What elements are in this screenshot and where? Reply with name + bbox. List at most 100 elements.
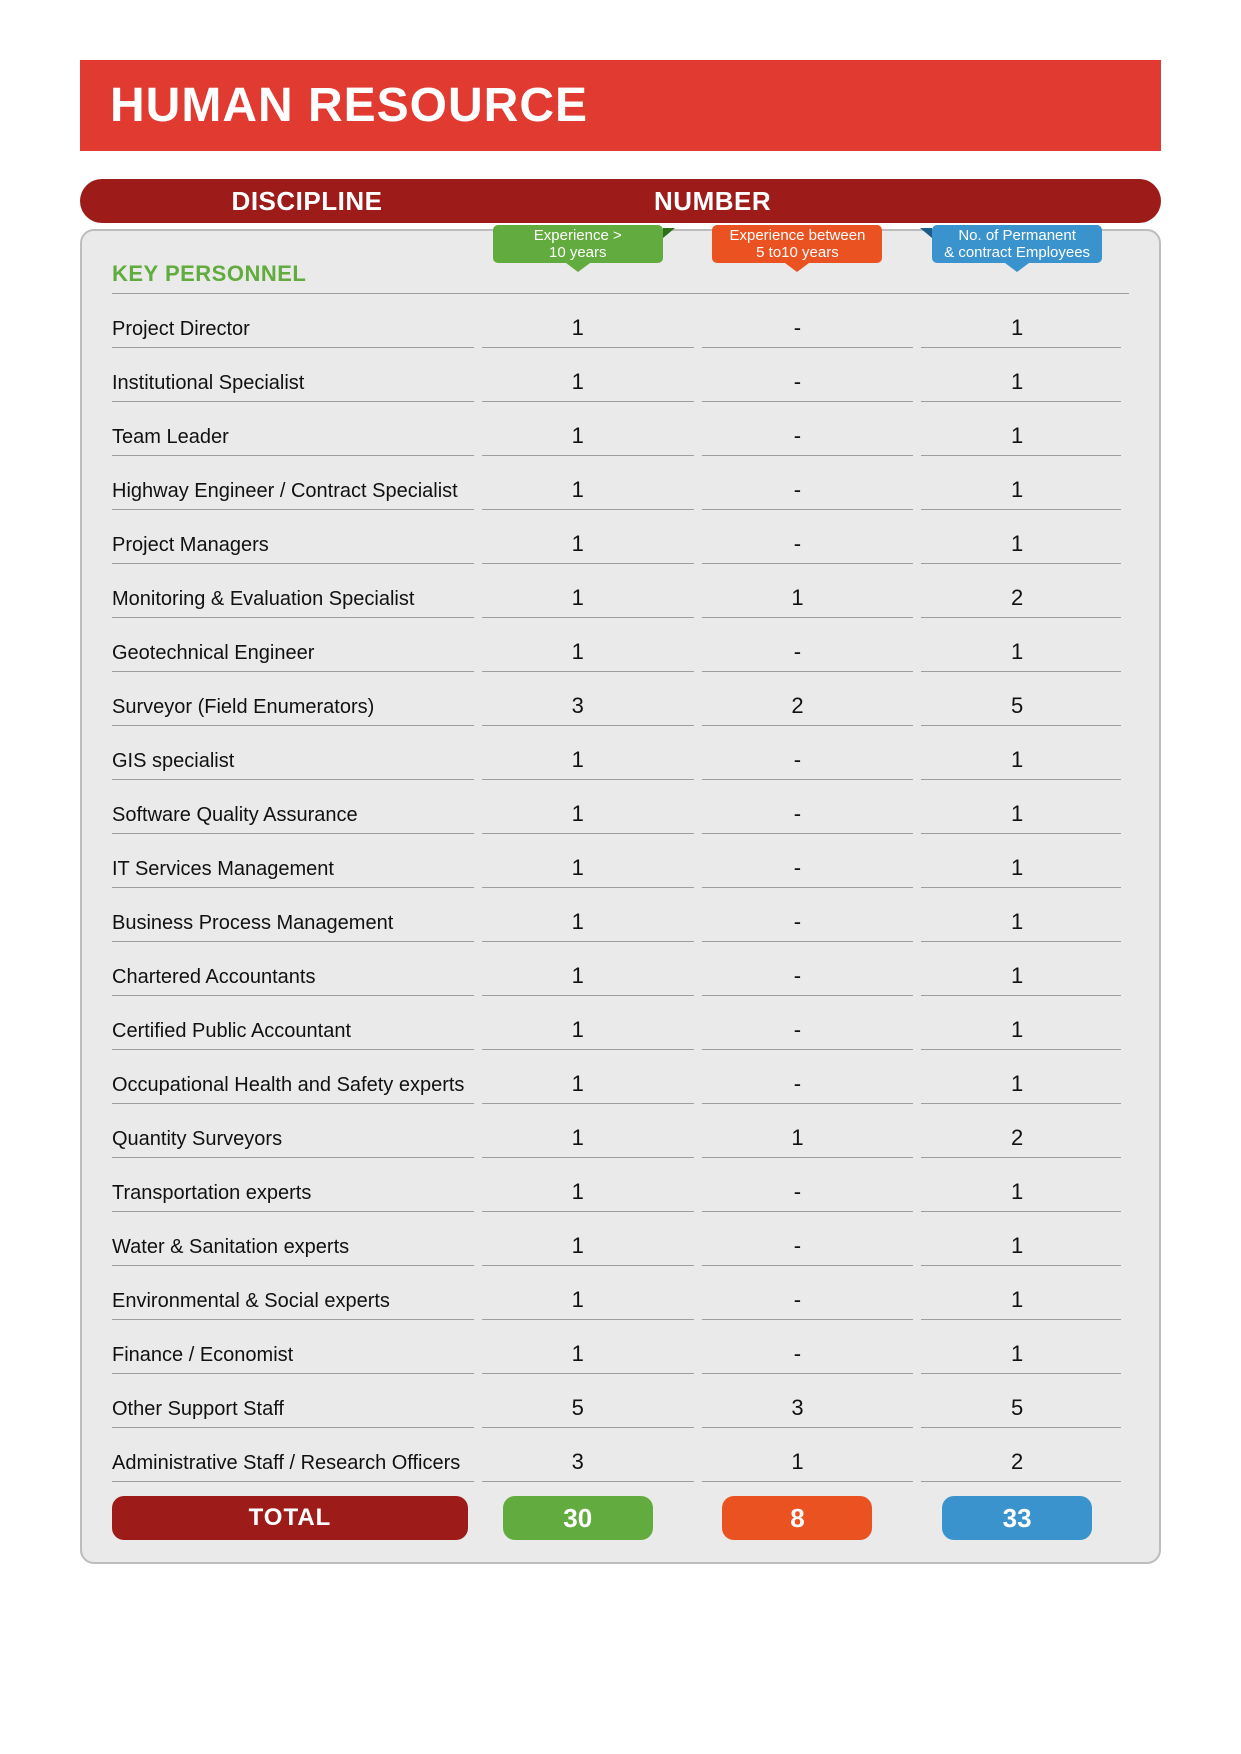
row-label: Water & Sanitation experts [112, 1236, 468, 1266]
row-label: Highway Engineer / Contract Specialist [112, 480, 468, 510]
row-label: Administrative Staff / Research Officers [112, 1452, 468, 1482]
row-exp10: 1 [468, 1071, 688, 1104]
row-permanent: 1 [907, 963, 1127, 996]
row-permanent: 1 [907, 1017, 1127, 1050]
row-permanent: 1 [907, 1179, 1127, 1212]
row-permanent: 5 [907, 1395, 1127, 1428]
row-permanent: 1 [907, 801, 1127, 834]
total-exp5-10: 8 [722, 1496, 872, 1540]
row-exp10: 1 [468, 909, 688, 942]
row-label: Software Quality Assurance [112, 804, 468, 834]
row-exp5-10: - [688, 855, 908, 888]
total-label: TOTAL [112, 1496, 468, 1540]
row-exp5-10: - [688, 801, 908, 834]
col-tab-exp5-10: Experience between 5 to10 years [712, 225, 882, 263]
row-permanent: 1 [907, 639, 1127, 672]
table-row: Chartered Accountants1-1 [82, 942, 1159, 996]
row-exp10: 1 [468, 585, 688, 618]
row-permanent: 1 [907, 477, 1127, 510]
col-tab-exp10: Experience > 10 years [493, 225, 663, 263]
row-permanent: 1 [907, 909, 1127, 942]
row-label: Finance / Economist [112, 1344, 468, 1374]
row-exp5-10: 2 [688, 693, 908, 726]
row-permanent: 1 [907, 1341, 1127, 1374]
row-label: Chartered Accountants [112, 966, 468, 996]
row-exp10: 1 [468, 369, 688, 402]
row-exp5-10: 1 [688, 1449, 908, 1482]
row-exp10: 1 [468, 639, 688, 672]
col-tab-permanent-line1: No. of Permanent [942, 227, 1092, 244]
table-row: Transportation experts1-1 [82, 1158, 1159, 1212]
row-permanent: 2 [907, 585, 1127, 618]
row-exp10: 1 [468, 747, 688, 780]
row-exp10: 1 [468, 1287, 688, 1320]
table-row: Project Director1-1 [82, 294, 1159, 348]
row-label: Institutional Specialist [112, 372, 468, 402]
row-exp10: 1 [468, 423, 688, 456]
row-exp10: 3 [468, 1449, 688, 1482]
row-permanent: 1 [907, 1233, 1127, 1266]
row-permanent: 1 [907, 1071, 1127, 1104]
table-row: Highway Engineer / Contract Specialist1-… [82, 456, 1159, 510]
row-exp10: 1 [468, 1017, 688, 1050]
col-tab-exp5-10-line1: Experience between [722, 227, 872, 244]
row-exp5-10: - [688, 747, 908, 780]
row-exp5-10: - [688, 1071, 908, 1104]
table-row: Project Managers1-1 [82, 510, 1159, 564]
row-label: Environmental & Social experts [112, 1290, 468, 1320]
row-exp5-10: - [688, 423, 908, 456]
table-row: Institutional Specialist1-1 [82, 348, 1159, 402]
table-row: Certified Public Accountant1-1 [82, 996, 1159, 1050]
row-exp10: 1 [468, 855, 688, 888]
header-discipline: DISCIPLINE [80, 186, 534, 217]
page-title: HUMAN RESOURCE [80, 60, 1161, 151]
table-row: Administrative Staff / Research Officers… [82, 1428, 1159, 1482]
row-exp10: 1 [468, 1125, 688, 1158]
table-row: Finance / Economist1-1 [82, 1320, 1159, 1374]
row-permanent: 1 [907, 747, 1127, 780]
row-exp5-10: - [688, 369, 908, 402]
row-exp10: 5 [468, 1395, 688, 1428]
table-row: Team Leader1-1 [82, 402, 1159, 456]
column-header-tabs: Experience > 10 years Experience between… [82, 225, 1159, 263]
row-exp5-10: - [688, 639, 908, 672]
row-permanent: 1 [907, 423, 1127, 456]
total-permanent: 33 [942, 1496, 1092, 1540]
col-tab-exp5-10-line2: 5 to10 years [722, 244, 872, 261]
row-permanent: 1 [907, 1287, 1127, 1320]
row-exp10: 1 [468, 801, 688, 834]
table-header-pill: DISCIPLINE NUMBER [80, 179, 1161, 223]
row-exp5-10: - [688, 315, 908, 348]
row-exp5-10: 1 [688, 585, 908, 618]
row-exp10: 1 [468, 1341, 688, 1374]
row-exp5-10: 1 [688, 1125, 908, 1158]
row-label: IT Services Management [112, 858, 468, 888]
col-tab-permanent-line2: & contract Employees [942, 244, 1092, 261]
table-row: Software Quality Assurance1-1 [82, 780, 1159, 834]
col-tab-exp10-line2: 10 years [503, 244, 653, 261]
row-label: GIS specialist [112, 750, 468, 780]
row-permanent: 1 [907, 369, 1127, 402]
row-label: Team Leader [112, 426, 468, 456]
row-permanent: 2 [907, 1125, 1127, 1158]
col-tab-exp10-line1: Experience > [503, 227, 653, 244]
row-exp5-10: - [688, 531, 908, 564]
row-label: Surveyor (Field Enumerators) [112, 696, 468, 726]
row-label: Other Support Staff [112, 1398, 468, 1428]
row-exp10: 1 [468, 963, 688, 996]
table-row: Monitoring & Evaluation Specialist112 [82, 564, 1159, 618]
table-row: Occupational Health and Safety experts1-… [82, 1050, 1159, 1104]
row-exp10: 3 [468, 693, 688, 726]
row-label: Project Managers [112, 534, 468, 564]
row-permanent: 1 [907, 531, 1127, 564]
row-label: Certified Public Accountant [112, 1020, 468, 1050]
row-exp10: 1 [468, 477, 688, 510]
row-exp5-10: - [688, 963, 908, 996]
row-exp5-10: - [688, 477, 908, 510]
row-label: Monitoring & Evaluation Specialist [112, 588, 468, 618]
row-exp5-10: - [688, 1233, 908, 1266]
row-exp10: 1 [468, 531, 688, 564]
row-label: Business Process Management [112, 912, 468, 942]
row-exp5-10: - [688, 1179, 908, 1212]
table-row: Geotechnical Engineer1-1 [82, 618, 1159, 672]
